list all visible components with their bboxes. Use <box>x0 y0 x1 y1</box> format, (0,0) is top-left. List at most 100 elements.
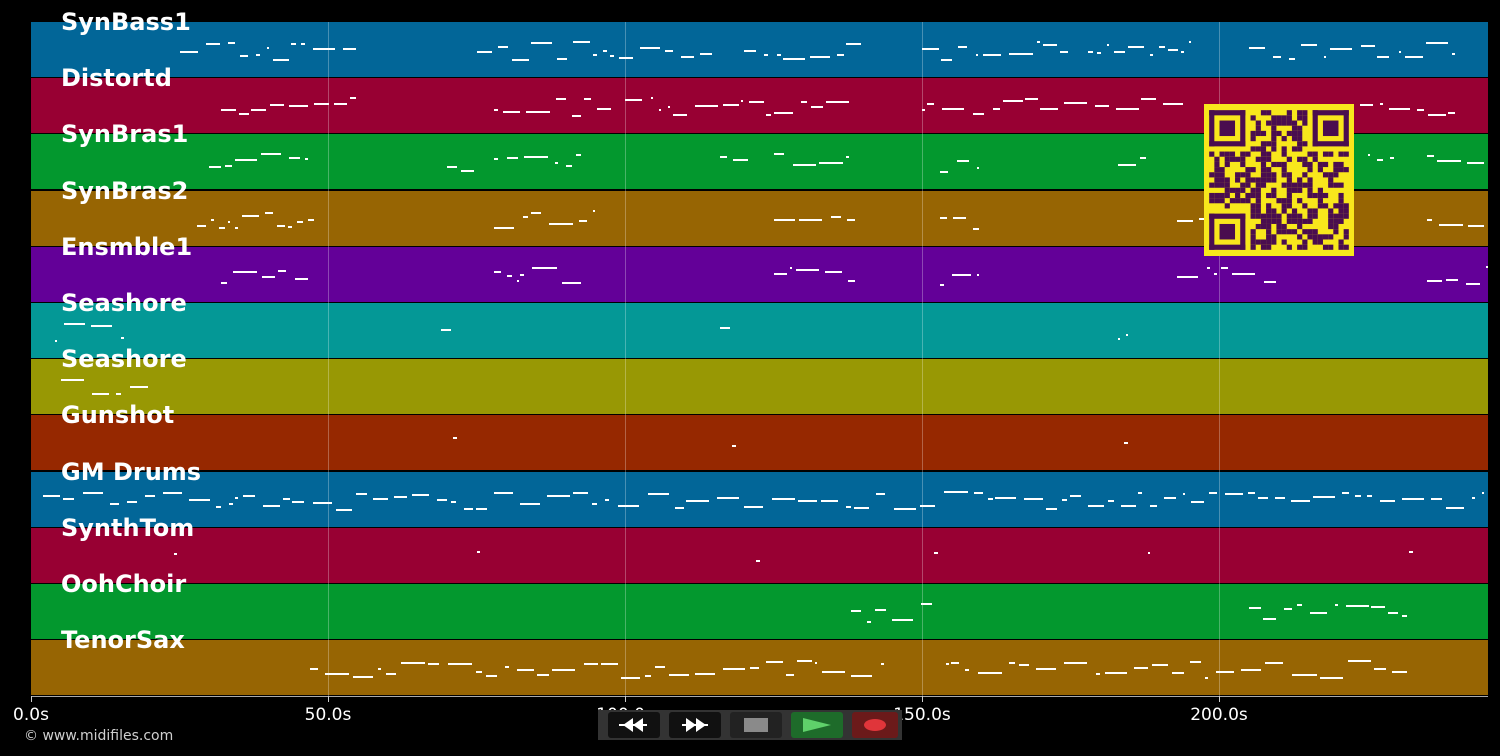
midi-note <box>305 158 309 161</box>
track-row[interactable] <box>31 640 1488 697</box>
midi-note <box>262 504 281 507</box>
track-row[interactable] <box>31 246 1488 303</box>
midi-note <box>686 499 709 502</box>
midi-note <box>695 105 719 108</box>
track-row[interactable] <box>31 415 1488 472</box>
midi-note <box>530 211 542 214</box>
play-button[interactable] <box>791 712 843 738</box>
midi-note <box>1128 46 1145 48</box>
midi-note <box>610 55 615 57</box>
midi-note <box>206 43 220 45</box>
midi-note <box>1147 551 1150 554</box>
midi-note <box>1062 498 1067 501</box>
record-button[interactable] <box>852 712 898 738</box>
midi-note <box>260 153 281 156</box>
midi-note <box>592 502 598 505</box>
midi-note <box>519 273 525 276</box>
qr-code[interactable] <box>1204 104 1354 256</box>
midi-note <box>188 498 211 501</box>
track-row[interactable] <box>31 527 1488 584</box>
midi-note <box>681 56 694 58</box>
midi-note <box>755 559 760 562</box>
midi-note <box>1225 492 1244 495</box>
midi-note <box>941 108 965 111</box>
midi-note <box>551 669 576 672</box>
midi-note <box>694 673 716 676</box>
rewind-button[interactable] <box>608 712 660 738</box>
midi-note <box>1329 48 1352 50</box>
midi-note <box>516 279 519 282</box>
midi-note <box>1312 495 1336 498</box>
midi-note <box>355 492 368 495</box>
midi-note <box>1292 674 1317 677</box>
midi-note <box>874 609 887 611</box>
midi-note <box>673 114 688 117</box>
midi-note <box>547 494 570 497</box>
midi-note <box>625 99 643 102</box>
midi-note <box>939 216 948 219</box>
midi-note <box>1125 334 1128 336</box>
midi-note <box>1232 272 1256 275</box>
midi-note <box>256 54 260 56</box>
midi-note <box>91 325 113 327</box>
midi-note <box>763 54 769 56</box>
stop-button[interactable] <box>730 712 782 738</box>
midi-note <box>1341 491 1349 494</box>
midi-note <box>795 268 820 271</box>
midi-note <box>520 502 540 505</box>
midi-note <box>668 674 689 677</box>
midi-note <box>1088 51 1093 53</box>
midi-note <box>1087 504 1104 507</box>
midi-note <box>1345 605 1369 607</box>
fast-forward-button[interactable] <box>669 712 721 738</box>
track-label: TenorSax <box>61 626 185 655</box>
midi-note <box>446 166 457 169</box>
midi-note <box>790 266 793 269</box>
midi-note <box>1039 108 1059 111</box>
midi-note <box>242 214 260 217</box>
midi-note <box>786 674 795 677</box>
playback-controls <box>598 710 902 740</box>
midi-note <box>265 211 273 214</box>
midi-note <box>1248 607 1261 609</box>
midi-note <box>310 668 318 671</box>
track-row[interactable] <box>31 303 1488 359</box>
midi-note <box>1335 604 1339 606</box>
midi-note <box>922 48 939 50</box>
midi-note <box>848 279 855 282</box>
midi-note <box>1149 54 1154 56</box>
midi-note <box>723 668 745 671</box>
midi-note <box>1426 42 1449 44</box>
track-label: Seashore <box>61 345 187 374</box>
track-label: GM Drums <box>61 457 202 486</box>
midi-note <box>556 58 567 60</box>
track-label: Seashore <box>61 289 187 317</box>
track-row[interactable] <box>31 22 1488 78</box>
track-row[interactable] <box>31 359 1488 416</box>
midi-note <box>773 112 793 115</box>
midi-note <box>957 160 970 163</box>
midi-note <box>1389 157 1394 160</box>
time-gridline <box>625 22 626 696</box>
midi-note <box>773 218 795 221</box>
midi-note <box>1264 662 1284 665</box>
midi-note <box>486 675 498 678</box>
midi-note <box>1367 154 1370 157</box>
time-tick-label: 200.0s <box>1190 705 1248 725</box>
time-tick <box>328 696 329 702</box>
midi-note <box>283 497 290 500</box>
midi-note <box>573 41 590 43</box>
midi-note <box>393 495 408 498</box>
midi-note <box>773 153 785 156</box>
midi-note <box>1123 442 1128 445</box>
midi-note <box>378 668 382 671</box>
track-label: Distortd <box>61 64 172 93</box>
track-row[interactable] <box>31 584 1488 640</box>
midi-note <box>600 663 619 666</box>
track-row[interactable] <box>31 471 1488 528</box>
midi-note <box>973 227 980 230</box>
midi-note <box>511 59 529 61</box>
midi-note <box>1373 668 1386 671</box>
midi-note <box>1291 499 1311 502</box>
midi-note <box>1141 98 1156 101</box>
